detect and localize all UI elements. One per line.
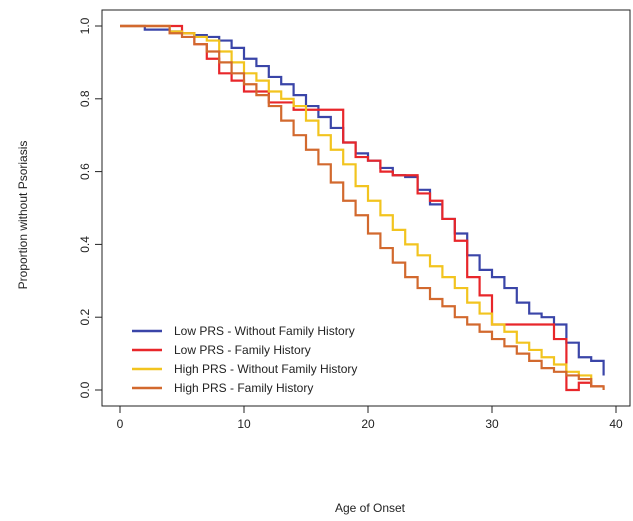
- y-tick-label: 1.0: [78, 17, 92, 34]
- legend-label: Low PRS - Family History: [174, 343, 311, 357]
- x-axis-title: Age of Onset: [335, 501, 406, 515]
- x-tick-label: 30: [485, 417, 499, 431]
- x-tick-label: 20: [361, 417, 375, 431]
- y-tick-label: 0.8: [78, 90, 92, 107]
- y-tick-label: 0.4: [78, 236, 92, 253]
- series-line-3: [120, 24, 593, 383]
- y-axis-title: Proportion without Psoriasis: [16, 141, 30, 290]
- series-line-4: [120, 24, 605, 390]
- y-tick-label: 0.6: [78, 163, 92, 180]
- y-axis: 0.0 0.2 0.4 0.6 0.8 1.0: [78, 17, 103, 398]
- x-tick-label: 40: [609, 417, 623, 431]
- legend-label: Low PRS - Without Family History: [174, 324, 355, 338]
- y-tick-label: 0.2: [78, 309, 92, 326]
- legend-label: High PRS - Without Family History: [174, 362, 357, 376]
- series-layer: [120, 24, 605, 392]
- legend-label: High PRS - Family History: [174, 381, 313, 395]
- series-line-2: [120, 24, 604, 392]
- y-tick-label: 0.0: [78, 381, 92, 398]
- x-tick-label: 10: [237, 417, 251, 431]
- legend: Low PRS - Without Family History Low PRS …: [132, 324, 357, 395]
- x-tick-label: 0: [117, 417, 124, 431]
- x-axis: 0 10 20 30 40: [117, 405, 623, 431]
